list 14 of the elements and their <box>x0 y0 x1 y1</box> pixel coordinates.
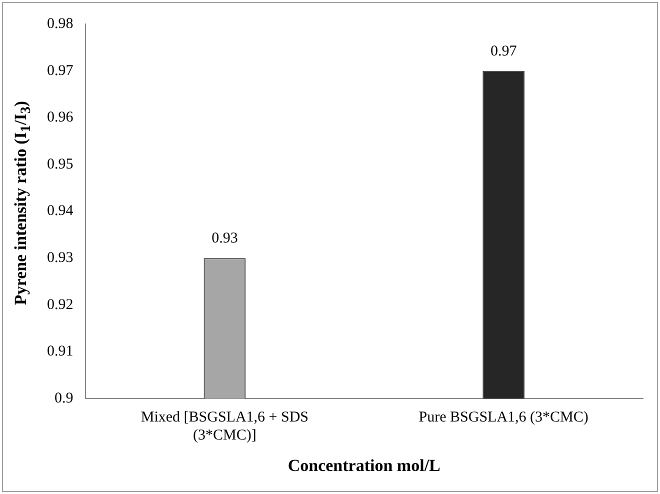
y-tick-label: 0.9 <box>54 390 74 407</box>
data-label: 0.97 <box>490 43 518 60</box>
x-tick-label: Mixed [BSGSLA1,6 + SDS (3*CMC)] <box>140 410 309 444</box>
y-tick-label: 0.92 <box>47 296 74 313</box>
y-tick-label: 0.98 <box>47 16 74 32</box>
y-tick-label: 0.96 <box>47 110 74 126</box>
x-axis-title: Concentration mol/L <box>288 456 440 476</box>
y-tick-label: 0.94 <box>47 203 74 220</box>
y-tick-label: 0.95 <box>47 156 74 172</box>
y-tick-label: 0.93 <box>47 250 74 266</box>
y-tick-label: 0.97 <box>47 62 74 79</box>
y-tick-label: 0.91 <box>47 344 74 360</box>
data-label: 0.93 <box>212 230 238 247</box>
x-tick-label: Pure BSGSLA1,6 (3*CMC) <box>418 410 588 426</box>
